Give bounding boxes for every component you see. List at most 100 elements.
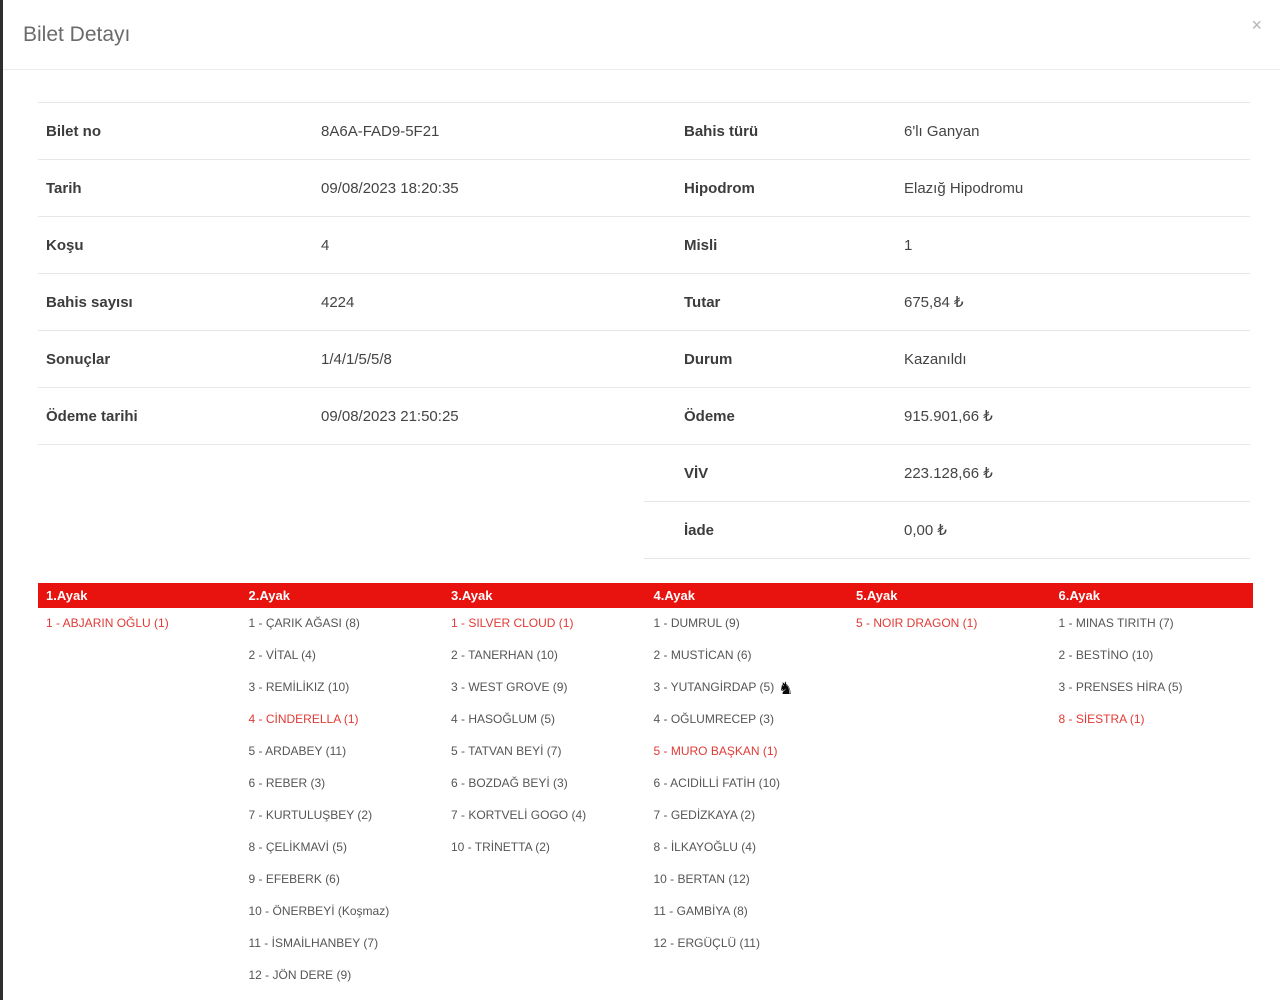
detail-value: Elazığ Hipodromu <box>904 179 1024 197</box>
horse-cell: 1 - ABJARIN OĞLU (1) <box>38 608 241 640</box>
detail-value: 09/08/2023 21:50:25 <box>321 407 459 425</box>
detail-label: Sonuçlar <box>46 350 111 368</box>
close-icon[interactable]: × <box>1251 15 1262 35</box>
horse-cell <box>848 960 1051 992</box>
horse-entry: 11 - İSMAİLHANBEY (7) <box>248 936 379 950</box>
modal-header: Bilet Detayı × <box>3 0 1280 70</box>
horse-entry: 12 - JÖN DERE (9) <box>248 968 352 982</box>
horse-entry: 5 - TATVAN BEYİ (7) <box>451 744 562 758</box>
horse-cell: 12 - ERGÜÇLÜ (11) <box>646 928 849 960</box>
horse-cell: 3 - REMİLİKIZ (10) <box>241 672 444 704</box>
horse-cell: 12 - JÖN DERE (9) <box>241 960 444 992</box>
legs-body: 1 - ABJARIN OĞLU (1) 1 - ÇARIK AĞASI (8) 1… <box>38 608 1253 992</box>
details-left: Bilet no 8A6A-FAD9-5F21 Tarih 09/08/2023 18… <box>38 103 644 559</box>
detail-label: Durum <box>684 350 733 368</box>
horse-entry: 8 - İLKAYOĞLU (4) <box>653 840 756 854</box>
legs-row: 8 - ÇELİKMAVİ (5) 10 - TRİNETTA (2) 8 - İL… <box>38 832 1253 864</box>
legs-row: 5 - ARDABEY (11) 5 - TATVAN BEYİ (7) 5 - M… <box>38 736 1253 768</box>
legs-header-row: 1.Ayak 2.Ayak 3.Ayak 4.Ayak 5.Ayak 6.Ayak <box>38 583 1253 608</box>
detail-value: 0,00 ₺ <box>904 522 947 539</box>
horse-cell: 1 - MINAS TIRITH (7) <box>1051 608 1254 640</box>
horse-entry: 7 - KORTVELİ GOGO (4) <box>451 808 587 822</box>
horse-entry: 6 - BOZDAĞ BEYİ (3) <box>451 776 568 790</box>
horse-cell: 10 - BERTAN (12) <box>646 864 849 896</box>
detail-label: Ödeme <box>684 407 735 425</box>
horse-cell <box>38 704 241 736</box>
horse-entry: 11 - GAMBİYA (8) <box>653 904 748 918</box>
detail-label: VİV <box>684 464 709 482</box>
horse-cell: 1 - DUMRUL (9) <box>646 608 849 640</box>
detail-label: İade <box>684 521 715 539</box>
horse-cell <box>848 800 1051 832</box>
detail-row-i-ade: İade 0,00 ₺ <box>644 502 1250 559</box>
horse-cell: 5 - TATVAN BEYİ (7) <box>443 736 646 768</box>
horse-cell <box>38 960 241 992</box>
detail-row-hipodrom: Hipodrom Elazığ Hipodromu <box>644 160 1250 217</box>
detail-row-ko-u: Koşu 4 <box>38 217 644 274</box>
horse-cell: 6 - REBER (3) <box>241 768 444 800</box>
detail-row-tutar: Tutar 675,84 ₺ <box>644 274 1250 331</box>
horse-cell: 7 - KORTVELİ GOGO (4) <box>443 800 646 832</box>
horse-cell <box>848 928 1051 960</box>
horse-cell: 10 - TRİNETTA (2) <box>443 832 646 864</box>
ticket-details-section: Bilet no 8A6A-FAD9-5F21 Tarih 09/08/2023 18… <box>38 102 1250 559</box>
detail-value: 6'lı Ganyan <box>904 122 980 140</box>
legs-row: 9 - EFEBERK (6) 10 - BERTAN (12) <box>38 864 1253 896</box>
horse-cell: 2 - TANERHAN (10) <box>443 640 646 672</box>
horse-cell: 2 - VİTAL (4) <box>241 640 444 672</box>
modal-title: Bilet Detayı <box>23 22 131 46</box>
legs-row: 3 - REMİLİKIZ (10) 3 - WEST GROVE (9) 3 - … <box>38 672 1253 704</box>
legs-row: 6 - REBER (3) 6 - BOZDAĞ BEYİ (3) 6 - ACID… <box>38 768 1253 800</box>
detail-row-bahis-t-r-: Bahis türü 6'lı Ganyan <box>644 103 1250 160</box>
horse-entry: 4 - HASOĞLUM (5) <box>451 712 556 726</box>
detail-row-sonu-lar: Sonuçlar 1/4/1/5/5/8 <box>38 331 644 388</box>
horse-entry: 4 - CİNDERELLA (1) <box>248 712 359 726</box>
detail-value: 223.128,66 ₺ <box>904 465 993 482</box>
horse-entry: 6 - ACIDİLLİ FATİH (10) <box>653 776 780 790</box>
horse-cell <box>1051 864 1254 896</box>
horse-entry: 1 - ÇARIK AĞASI (8) <box>248 616 360 630</box>
leg-header-5: 5.Ayak <box>848 583 1051 608</box>
horse-cell <box>443 896 646 928</box>
detail-label: Hipodrom <box>684 179 755 197</box>
horse-cell: 10 - ÖNERBEYİ (Koşmaz) <box>241 896 444 928</box>
legs-table: 1.Ayak 2.Ayak 3.Ayak 4.Ayak 5.Ayak 6.Ayak 1 -… <box>38 583 1253 992</box>
horse-cell: 8 - ÇELİKMAVİ (5) <box>241 832 444 864</box>
horse-cell <box>848 864 1051 896</box>
detail-row-vi-v: VİV 223.128,66 ₺ <box>644 445 1250 502</box>
legs-section: 1.Ayak 2.Ayak 3.Ayak 4.Ayak 5.Ayak 6.Ayak 1 -… <box>38 583 1253 992</box>
leg-header-6: 6.Ayak <box>1050 583 1253 608</box>
horse-entry: 2 - VİTAL (4) <box>248 648 316 662</box>
detail-value: 4 <box>321 236 330 254</box>
detail-row-tarih: Tarih 09/08/2023 18:20:35 <box>38 160 644 217</box>
horse-entry: 7 - KURTULUŞBEY (2) <box>248 808 373 822</box>
leg-header-3: 3.Ayak <box>443 583 646 608</box>
horse-cell <box>848 672 1051 704</box>
detail-label: Misli <box>684 236 718 254</box>
horse-cell <box>1051 768 1254 800</box>
horse-entry: 3 - REMİLİKIZ (10) <box>248 680 350 694</box>
detail-label: Bahis türü <box>684 122 759 140</box>
horse-entry: 2 - MUSTİCAN (6) <box>653 648 752 662</box>
detail-label: Bilet no <box>46 122 101 140</box>
horse-cell <box>38 896 241 928</box>
detail-value: 8A6A-FAD9-5F21 <box>321 122 440 140</box>
horse-entry: 1 - ABJARIN OĞLU (1) <box>46 616 169 630</box>
detail-value: 09/08/2023 18:20:35 <box>321 179 459 197</box>
detail-row-durum: Durum Kazanıldı <box>644 331 1250 388</box>
horse-entry: 7 - GEDİZKAYA (2) <box>653 808 756 822</box>
legs-row: 2 - VİTAL (4) 2 - TANERHAN (10) 2 - MUSTİC… <box>38 640 1253 672</box>
legs-row: 4 - CİNDERELLA (1) 4 - HASOĞLUM (5) 4 - OĞ… <box>38 704 1253 736</box>
horse-cell <box>38 832 241 864</box>
detail-value: 675,84 ₺ <box>904 294 964 311</box>
horse-cell <box>848 736 1051 768</box>
horse-entry: 10 - BERTAN (12) <box>653 872 750 886</box>
horse-cell: 9 - EFEBERK (6) <box>241 864 444 896</box>
horse-cell: 11 - İSMAİLHANBEY (7) <box>241 928 444 960</box>
detail-label: Bahis sayısı <box>46 293 133 311</box>
horse-cell: 8 - İLKAYOĞLU (4) <box>646 832 849 864</box>
horse-cell <box>443 864 646 896</box>
detail-label: Ödeme tarihi <box>46 407 138 425</box>
horse-cell <box>848 640 1051 672</box>
horse-cell <box>38 736 241 768</box>
